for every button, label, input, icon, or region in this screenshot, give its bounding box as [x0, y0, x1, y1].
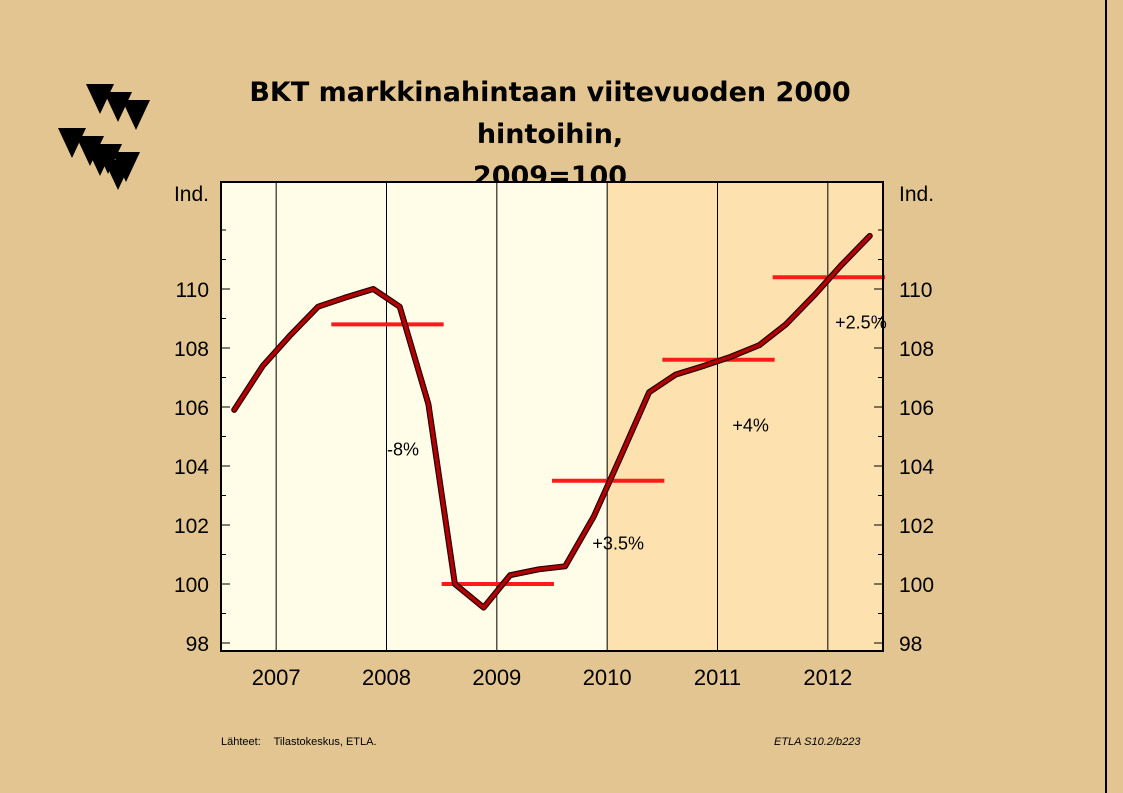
chart-code: ETLA S10.2/b223 — [774, 736, 861, 748]
y-tick-label-left: 100 — [174, 574, 209, 597]
y-axis-unit-right: Ind. — [899, 183, 934, 206]
y-tick-label-left: 102 — [174, 515, 209, 538]
x-tick-label: 2009 — [472, 665, 521, 690]
gdp-series-line — [232, 234, 872, 610]
forecast-shading — [607, 182, 883, 651]
source-note: Lähteet: Tilastokeskus, ETLA. — [221, 736, 377, 748]
y-tick-label-right: 104 — [899, 456, 934, 479]
growth-annotation: +4% — [732, 416, 769, 436]
y-tick-label-left: 98 — [186, 633, 209, 656]
y-axis-unit-left: Ind. — [174, 183, 209, 206]
y-tick-label-left: 110 — [176, 279, 209, 302]
growth-annotation: -8% — [387, 439, 419, 459]
y-tick-label-right: 102 — [899, 515, 934, 538]
plot-border — [220, 181, 884, 652]
source-text: Tilastokeskus, ETLA. — [273, 736, 377, 748]
y-tick-label-right: 98 — [899, 633, 922, 656]
y-tick-label-right: 110 — [899, 279, 932, 302]
y-tick-label-right: 108 — [899, 338, 934, 361]
x-tick-label: 2008 — [362, 665, 411, 690]
y-tick-label-left: 104 — [174, 456, 209, 479]
y-tick-label-left: 106 — [174, 397, 209, 420]
frame-border — [1105, 0, 1107, 793]
growth-annotation: +2.5% — [835, 312, 887, 332]
x-tick-label: 2012 — [803, 665, 852, 690]
x-tick-label: 2007 — [252, 665, 301, 690]
y-tick-label-right: 106 — [899, 397, 934, 420]
x-tick-label: 2011 — [694, 665, 741, 690]
chart-title: BKT markkinahintaan viitevuoden 2000 hin… — [180, 72, 920, 198]
source-label: Lähteet: — [221, 736, 261, 748]
chart-title-line-1: BKT markkinahintaan viitevuoden 2000 hin… — [249, 77, 851, 150]
x-tick-label: 2010 — [583, 665, 632, 690]
y-tick-label-right: 100 — [899, 574, 934, 597]
y-tick-label-left: 108 — [174, 338, 209, 361]
growth-annotation: +3.5% — [592, 534, 644, 554]
etla-logo-icon — [58, 84, 150, 190]
